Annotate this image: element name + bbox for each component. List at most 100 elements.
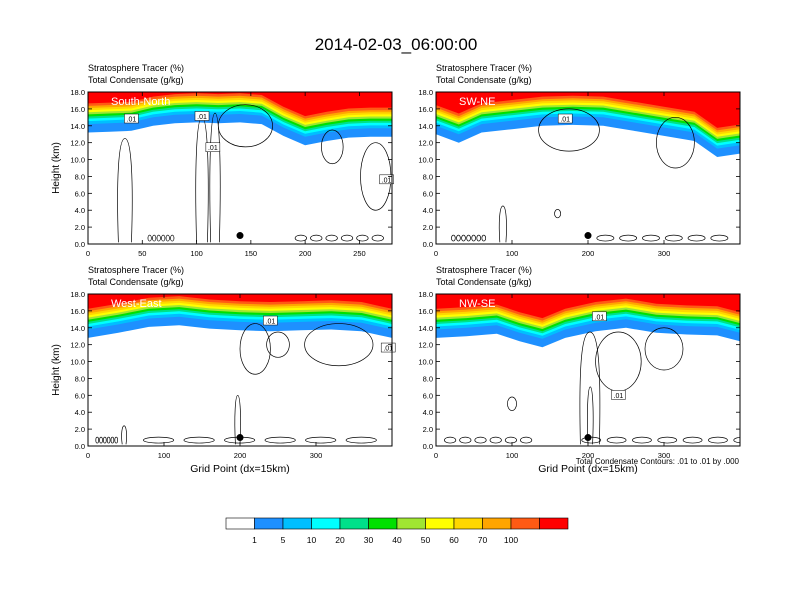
colorbar-tick-label: 10 xyxy=(307,535,317,545)
y-tick-label: 14.0 xyxy=(418,122,433,131)
condensate-cloud-contour xyxy=(710,234,729,242)
x-tick-label: 150 xyxy=(245,249,258,258)
condensate-contours xyxy=(117,104,392,243)
condensate-cloud-contour xyxy=(644,327,684,371)
location-marker xyxy=(584,232,592,240)
y-axis-label: Height (km) xyxy=(51,142,62,194)
condensate-cloud-contour xyxy=(507,396,517,411)
condensate-cloud-contour xyxy=(476,234,481,242)
colorbar-tick-label: 70 xyxy=(478,535,488,545)
condensate-column-contour xyxy=(117,138,133,243)
contour-label-text: .01 xyxy=(197,114,207,121)
contour-label-box xyxy=(611,390,626,400)
condensate-cloud-contour xyxy=(657,436,678,444)
y-tick-label: 2.0 xyxy=(75,223,85,232)
y-tick-label: 10.0 xyxy=(70,358,85,367)
condensate-cloud-contour xyxy=(466,234,471,242)
panel-title-condensate: Total Condensate (g/kg) xyxy=(436,277,532,287)
condensate-cloud-contour xyxy=(305,436,337,444)
y-tick-label: 16.0 xyxy=(70,307,85,316)
x-tick-label: 50 xyxy=(138,249,146,258)
colorbar-swatch xyxy=(482,517,512,530)
plot-area xyxy=(436,294,740,445)
condensate-cloud-contour xyxy=(595,331,642,392)
condensate-cloud-contour xyxy=(345,436,377,444)
contour-label-box xyxy=(379,174,394,185)
condensate-cloud-contour xyxy=(110,436,115,444)
colorbar-swatch xyxy=(510,517,540,530)
plot-area xyxy=(88,92,392,243)
panel-title-condensate: Total Condensate (g/kg) xyxy=(88,75,184,85)
x-tick-label: 100 xyxy=(190,249,203,258)
condensate-cloud-contour xyxy=(310,234,323,242)
tracer-band-11 xyxy=(88,92,392,117)
condensate-cloud-contour xyxy=(474,436,487,444)
condensate-cloud-contour xyxy=(682,436,703,444)
panel-3: .01 .01 West-East Stratosphere Tracer (%) To… xyxy=(51,265,396,475)
condensate-cloud-contour xyxy=(606,436,627,444)
x-tick-label: 250 xyxy=(353,249,366,258)
contour-label: .01 xyxy=(557,113,573,124)
colorbar-tick-label: 60 xyxy=(449,535,459,545)
contour-label: .01 xyxy=(263,315,278,326)
colorbar-swatch xyxy=(425,517,455,530)
x-tick-label: 0 xyxy=(86,249,90,258)
colorbar-swatch xyxy=(453,517,483,530)
x-tick-label: 300 xyxy=(658,249,671,258)
condensate-cloud-contour xyxy=(304,323,374,367)
condensate-cloud-contour xyxy=(596,234,615,242)
x-tick-label: 200 xyxy=(582,451,595,460)
y-tick-label: 2.0 xyxy=(75,425,85,434)
contour-label: .01 xyxy=(380,342,396,353)
contour-label-box xyxy=(380,342,396,353)
condensate-cloud-contour xyxy=(356,234,369,242)
contour-label-text: .01 xyxy=(560,117,570,124)
condensate-cloud-contour xyxy=(266,331,290,358)
condensate-cloud-contour xyxy=(99,436,103,444)
y-tick-label: 16.0 xyxy=(418,105,433,114)
contour-label-box xyxy=(557,113,573,124)
y-tick-label: 10.0 xyxy=(418,156,433,165)
condensate-cloud-contour xyxy=(103,436,107,444)
contour-label-text: .01 xyxy=(382,177,392,184)
y-tick-label: 14.0 xyxy=(70,122,85,131)
condensate-cloud-contour xyxy=(114,436,119,444)
y-tick-label: 14.0 xyxy=(70,324,85,333)
condensate-column-contour xyxy=(195,116,209,243)
condensate-cloud-contour xyxy=(444,436,457,444)
condensate-contours xyxy=(95,323,377,445)
plot-area xyxy=(436,92,740,243)
x-tick-label: 100 xyxy=(506,451,519,460)
x-tick-label: 200 xyxy=(234,451,247,460)
contour-label: .01 xyxy=(124,113,139,124)
condensate-cloud-contour xyxy=(264,436,296,444)
y-tick-label: 18.0 xyxy=(70,88,85,97)
condensate-cloud-contour xyxy=(733,436,740,444)
y-tick-label: 16.0 xyxy=(418,307,433,316)
condensate-cloud-contour xyxy=(708,436,728,444)
panel-2: .01 SW-NE Stratosphere Tracer (%) Total Con… xyxy=(418,63,741,258)
colorbar-tick-label: 5 xyxy=(281,535,286,545)
x-tick-label: 300 xyxy=(658,451,671,460)
x-tick-label: 0 xyxy=(434,249,438,258)
location-marker xyxy=(236,232,244,240)
condensate-column-contour xyxy=(209,112,221,243)
y-tick-label: 18.0 xyxy=(418,290,433,299)
contour-label-box xyxy=(205,142,221,152)
contour-label-box xyxy=(592,311,607,322)
y-tick-label: 0.0 xyxy=(423,240,433,249)
y-tick-label: 10.0 xyxy=(418,358,433,367)
y-tick-label: 4.0 xyxy=(75,206,85,215)
condensate-contours xyxy=(444,327,740,445)
condensate-cloud-contour xyxy=(371,234,384,242)
y-tick-label: 12.0 xyxy=(418,139,433,148)
condensate-column-contour xyxy=(498,205,507,243)
x-tick-label: 200 xyxy=(299,249,312,258)
contour-label-box xyxy=(194,111,210,121)
panel-title-tracer: Stratosphere Tracer (%) xyxy=(88,265,184,275)
condensate-column-contour xyxy=(121,425,127,445)
contour-footnote: Total Condensate Contours: .01 to .01 by… xyxy=(576,457,740,466)
x-tick-label: 100 xyxy=(158,451,171,460)
y-tick-label: 6.0 xyxy=(75,189,85,198)
